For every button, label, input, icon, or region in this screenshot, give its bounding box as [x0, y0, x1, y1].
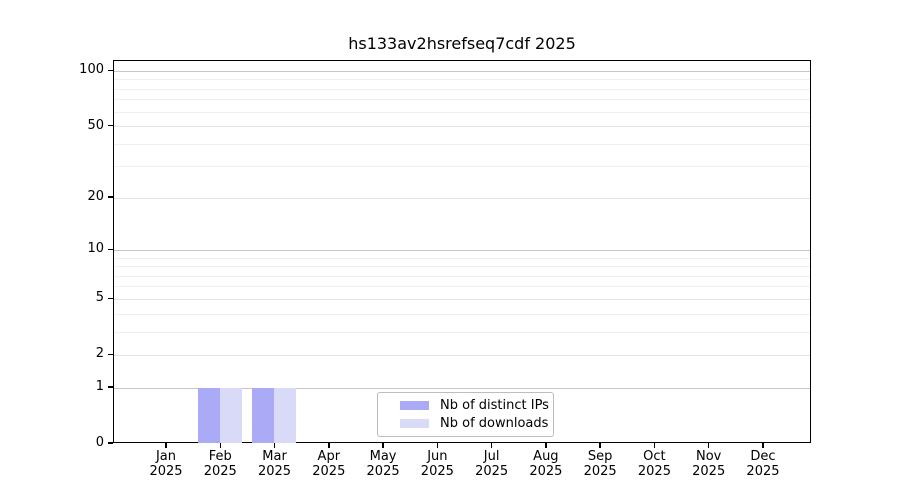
x-tick-label: Mar 2025 — [247, 449, 303, 479]
x-tick-mark — [382, 443, 384, 448]
x-tick-mark — [490, 443, 493, 448]
x-tick-year: 2025 — [203, 464, 237, 479]
x-tick-mark — [599, 443, 601, 448]
y-minor-gridline — [114, 166, 810, 168]
x-tick-label: Dec 2025 — [735, 449, 791, 479]
x-tick-month: Nov — [696, 449, 722, 464]
x-tick-year: 2025 — [149, 464, 183, 479]
x-tick-year: 2025 — [257, 464, 292, 479]
y-minor-gridline — [114, 331, 810, 333]
y-minor-gridline — [114, 275, 810, 277]
y-minor-gridline — [114, 313, 810, 315]
x-tick-mark — [273, 443, 276, 448]
y-tick-label: 20 — [87, 189, 104, 205]
y-gridline — [114, 387, 810, 389]
x-tick-year: 2025 — [420, 464, 454, 479]
x-tick-year: 2025 — [583, 464, 617, 479]
chart-title: hs133av2hsrefseq7cdf 2025 — [348, 34, 576, 53]
y-minor-gridline — [114, 99, 810, 101]
x-tick-month: Jun — [427, 449, 448, 464]
y-gridline — [114, 126, 810, 128]
x-tick-label: Aug 2025 — [518, 449, 574, 479]
y-minor-gridline — [114, 266, 810, 268]
y-tick-mark — [108, 297, 113, 299]
x-tick-mark — [328, 443, 330, 448]
x-tick-year: 2025 — [475, 464, 509, 479]
x-tick-label: Jul 2025 — [464, 449, 520, 479]
x-tick-label: Feb 2025 — [192, 449, 248, 479]
y-minor-gridline — [114, 143, 810, 145]
x-tick-year: 2025 — [366, 464, 400, 479]
y-tick-mark — [108, 124, 113, 127]
x-tick-label: Sep 2025 — [572, 449, 628, 479]
legend: Nb of distinct IPs Nb of downloads — [377, 392, 554, 437]
y-tick-label: 100 — [79, 62, 104, 78]
legend-label: Nb of distinct IPs — [440, 397, 549, 413]
y-tick-mark — [108, 69, 113, 72]
y-minor-gridline — [114, 257, 810, 259]
x-tick-label: Nov 2025 — [681, 449, 737, 479]
y-tick-mark — [108, 386, 113, 388]
bar-nb-of-distinct-ips-mar — [252, 388, 275, 443]
y-tick-mark — [108, 353, 113, 355]
x-tick-month: Jan — [155, 449, 177, 464]
x-tick-month: May — [369, 449, 397, 464]
y-gridline — [114, 354, 810, 356]
x-tick-month: Feb — [208, 449, 232, 464]
y-minor-gridline — [114, 111, 810, 113]
x-tick-month: Jul — [483, 449, 500, 464]
plot-area — [113, 60, 811, 443]
y-tick-label: 10 — [87, 241, 104, 257]
x-tick-month: Sep — [587, 449, 613, 464]
y-gridline — [114, 70, 810, 72]
bar-nb-of-downloads-feb — [219, 388, 242, 443]
x-tick-year: 2025 — [637, 464, 671, 479]
x-tick-month: Oct — [643, 449, 666, 464]
y-minor-gridline — [114, 79, 810, 81]
y-tick-label: 0 — [95, 435, 104, 450]
legend-row: Nb of distinct IPs — [378, 398, 553, 413]
x-tick-mark — [762, 443, 764, 448]
x-tick-month: Aug — [533, 449, 559, 464]
x-tick-label: Jun 2025 — [409, 449, 465, 479]
x-tick-year: 2025 — [692, 464, 726, 479]
bar-nb-of-distinct-ips-feb — [198, 388, 220, 443]
x-tick-mark — [708, 443, 710, 448]
x-tick-label: May 2025 — [355, 449, 411, 479]
x-tick-mark — [653, 443, 656, 448]
y-tick-mark — [108, 196, 113, 198]
x-tick-year: 2025 — [312, 464, 346, 479]
y-minor-gridline — [114, 88, 810, 90]
x-tick-mark — [436, 443, 439, 448]
x-tick-year: 2025 — [746, 464, 780, 479]
legend-swatch-nb-of-downloads — [400, 419, 429, 429]
y-gridline — [114, 249, 810, 251]
y-gridline — [114, 197, 810, 199]
y-gridline — [114, 298, 810, 300]
legend-row: Nb of downloads — [378, 416, 553, 431]
y-tick-label: 2 — [95, 346, 104, 362]
y-tick-label: 1 — [95, 379, 104, 395]
x-tick-year: 2025 — [529, 464, 563, 479]
legend-label: Nb of downloads — [440, 416, 549, 432]
y-tick-mark — [108, 442, 113, 444]
legend-swatch-nb-of-distinct-ips — [400, 400, 429, 410]
y-tick-label: 5 — [95, 290, 104, 306]
y-minor-gridline — [114, 286, 810, 288]
x-tick-mark — [219, 443, 221, 448]
x-tick-month: Dec — [750, 449, 776, 464]
y-tick-mark — [108, 248, 113, 251]
x-tick-label: Oct 2025 — [626, 449, 682, 479]
y-tick-label: 50 — [87, 117, 104, 133]
bar-nb-of-downloads-mar — [274, 388, 296, 443]
x-tick-label: Apr 2025 — [301, 449, 357, 479]
x-tick-mark — [165, 443, 167, 448]
x-tick-month: Apr — [317, 449, 341, 464]
x-tick-month: Mar — [262, 449, 287, 464]
x-tick-label: Jan 2025 — [138, 449, 194, 479]
x-tick-mark — [545, 443, 547, 448]
